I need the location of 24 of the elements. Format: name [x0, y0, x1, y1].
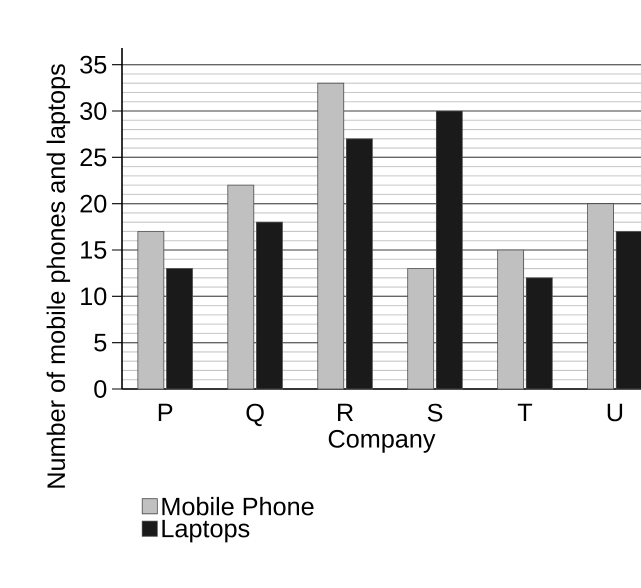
- bar: [526, 277, 553, 390]
- legend-label: Laptops: [162, 520, 250, 542]
- x-tick-label: S: [428, 404, 442, 422]
- x-tick-label: R: [338, 404, 354, 422]
- x-tick-label: U: [608, 404, 622, 422]
- y-tick-label: 0: [94, 380, 106, 398]
- x-tick-label: P: [158, 404, 172, 422]
- x-axis-title: Company: [328, 430, 436, 453]
- y-axis-title: Number of mobile phones and laptops: [46, 64, 70, 488]
- bar: [436, 110, 463, 390]
- y-tick-label: 20: [80, 194, 106, 213]
- y-tick-label: 35: [80, 56, 106, 74]
- x-tick-label: T: [518, 404, 532, 422]
- legend-label: Mobile Phone: [162, 496, 314, 516]
- bar: [166, 268, 193, 390]
- bar: [346, 138, 373, 390]
- bar: [616, 231, 641, 390]
- y-tick-label: 10: [81, 287, 106, 306]
- y-tick-label: 5: [94, 334, 106, 352]
- x-tick-label: Q: [246, 404, 264, 426]
- y-tick-label: 15: [81, 241, 106, 259]
- y-tick-label: 25: [80, 148, 106, 166]
- bar: [256, 222, 283, 390]
- y-tick-label: 30: [80, 102, 106, 120]
